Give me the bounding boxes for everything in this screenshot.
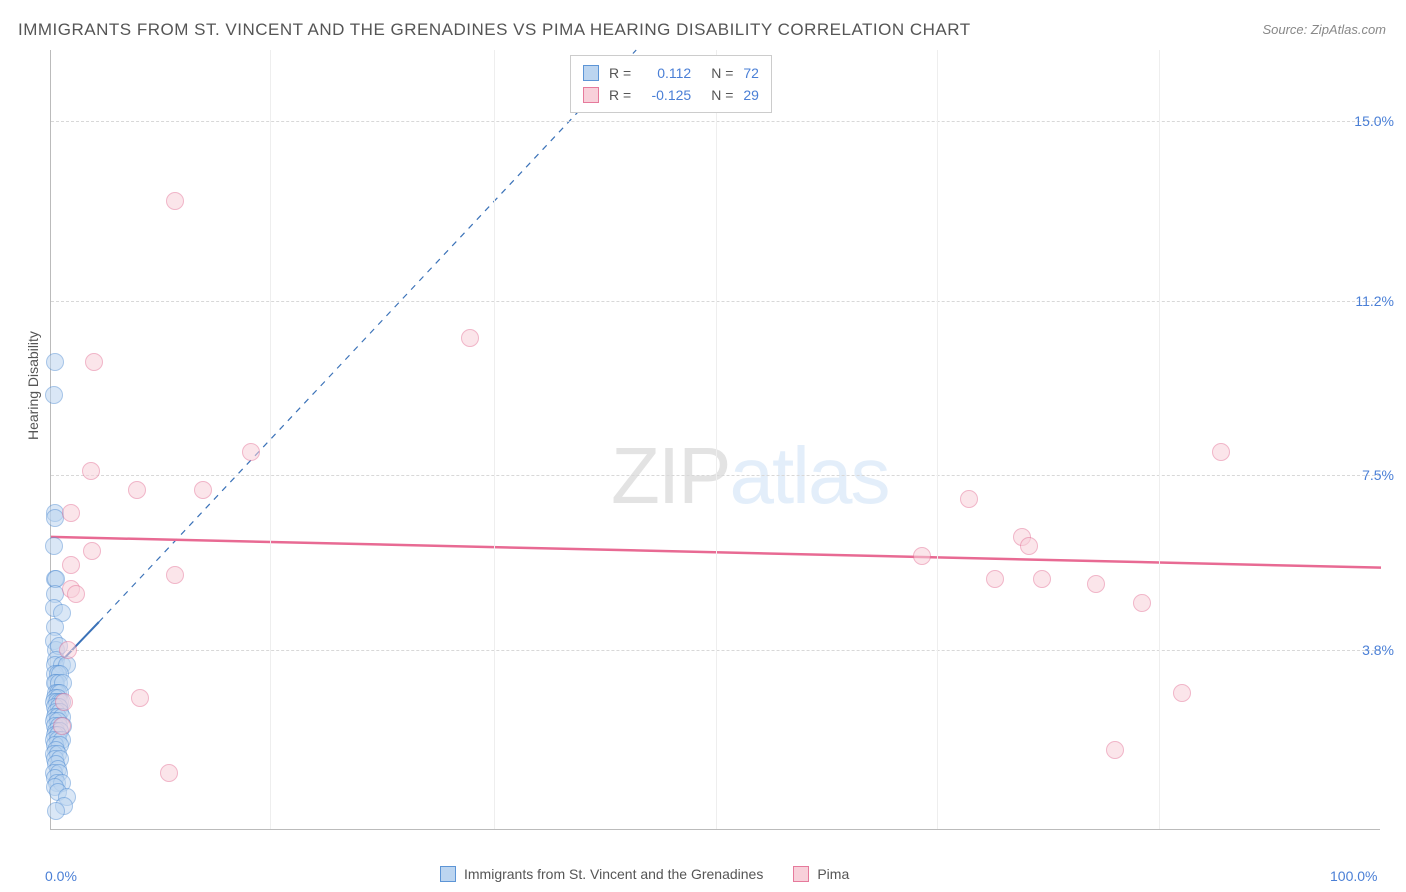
- data-point: [67, 585, 85, 603]
- data-point: [1133, 594, 1151, 612]
- r-label: R =: [609, 65, 631, 81]
- n-label: N =: [711, 65, 733, 81]
- xgridline: [270, 50, 271, 829]
- series-legend: Immigrants from St. Vincent and the Gren…: [440, 866, 849, 882]
- n-value: 72: [743, 65, 759, 81]
- data-point: [913, 547, 931, 565]
- data-point: [1087, 575, 1105, 593]
- x-tick-label: 100.0%: [1330, 868, 1377, 884]
- data-point: [59, 641, 77, 659]
- data-point: [62, 556, 80, 574]
- xgridline: [716, 50, 717, 829]
- data-point: [1212, 443, 1230, 461]
- data-point: [47, 802, 65, 820]
- data-point: [46, 353, 64, 371]
- data-point: [960, 490, 978, 508]
- xgridline: [1159, 50, 1160, 829]
- data-point: [1033, 570, 1051, 588]
- xgridline: [494, 50, 495, 829]
- data-point: [166, 566, 184, 584]
- r-value: 0.112: [641, 65, 691, 81]
- data-point: [986, 570, 1004, 588]
- stats-legend: R = 0.112 N = 72 R = -0.125 N = 29: [570, 55, 772, 113]
- legend-label: Immigrants from St. Vincent and the Gren…: [464, 866, 763, 882]
- legend-item: Immigrants from St. Vincent and the Gren…: [440, 866, 763, 882]
- xgridline: [937, 50, 938, 829]
- data-point: [45, 386, 63, 404]
- y-tick-label: 15.0%: [1354, 113, 1394, 129]
- y-tick-label: 7.5%: [1362, 467, 1394, 483]
- chart-title: IMMIGRANTS FROM ST. VINCENT AND THE GREN…: [18, 20, 971, 40]
- legend-item: Pima: [793, 866, 849, 882]
- legend-swatch: [583, 87, 599, 103]
- r-value: -0.125: [641, 87, 691, 103]
- y-tick-label: 3.8%: [1362, 642, 1394, 658]
- data-point: [461, 329, 479, 347]
- data-point: [131, 689, 149, 707]
- data-point: [1020, 537, 1038, 555]
- data-point: [55, 693, 73, 711]
- data-point: [1173, 684, 1191, 702]
- y-tick-label: 11.2%: [1355, 293, 1394, 309]
- legend-swatch: [583, 65, 599, 81]
- n-label: N =: [711, 87, 733, 103]
- plot-area: ZIPatlas: [50, 50, 1380, 830]
- stats-row: R = -0.125 N = 29: [583, 84, 759, 106]
- legend-label: Pima: [817, 866, 849, 882]
- data-point: [194, 481, 212, 499]
- legend-swatch: [440, 866, 456, 882]
- data-point: [45, 537, 63, 555]
- data-point: [83, 542, 101, 560]
- data-point: [166, 192, 184, 210]
- data-point: [1106, 741, 1124, 759]
- data-point: [128, 481, 146, 499]
- data-point: [82, 462, 100, 480]
- x-tick-label: 0.0%: [45, 868, 77, 884]
- source-label: Source: ZipAtlas.com: [1262, 22, 1386, 37]
- legend-swatch: [793, 866, 809, 882]
- stats-row: R = 0.112 N = 72: [583, 62, 759, 84]
- data-point: [85, 353, 103, 371]
- r-label: R =: [609, 87, 631, 103]
- data-point: [53, 717, 71, 735]
- y-axis-label: Hearing Disability: [25, 331, 41, 440]
- data-point: [242, 443, 260, 461]
- data-point: [160, 764, 178, 782]
- data-point: [62, 504, 80, 522]
- n-value: 29: [743, 87, 759, 103]
- trend-extension: [99, 50, 636, 622]
